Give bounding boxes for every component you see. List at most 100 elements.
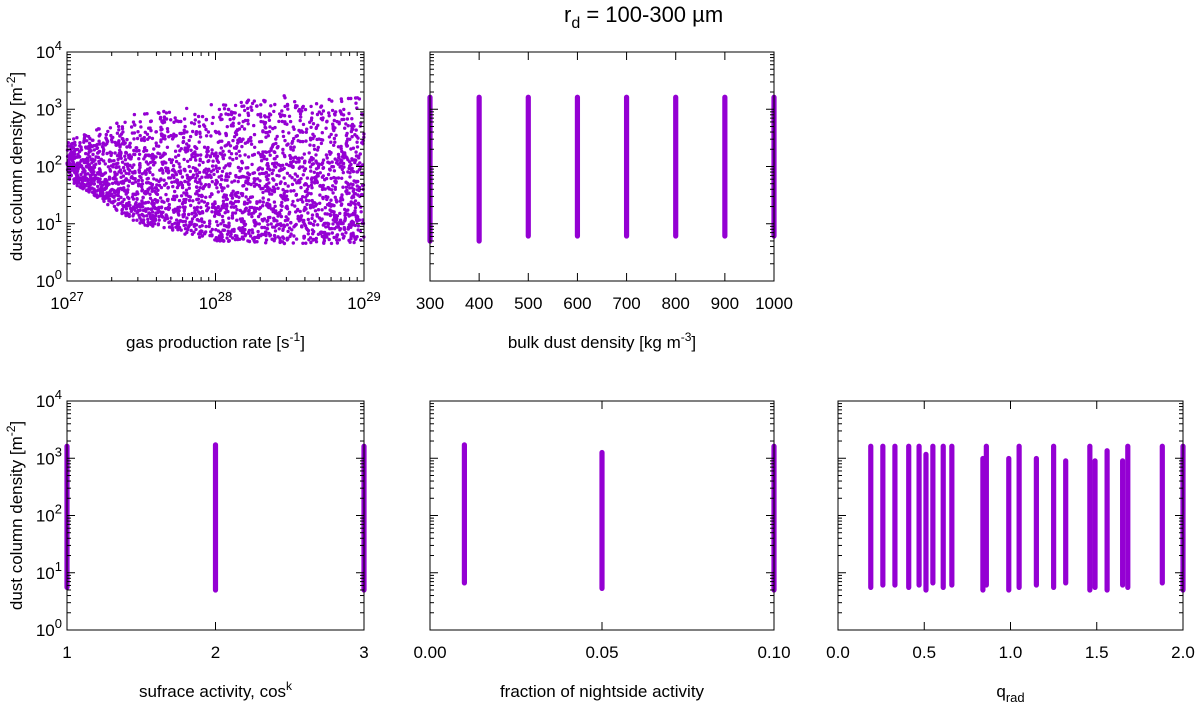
data-point-gas [151,218,156,223]
data-point-gas [315,180,319,185]
data-point-gas [186,182,191,186]
data-point-gas [271,168,275,172]
data-point-gas [218,139,222,143]
data-point-gas [281,129,285,134]
data-point-gas [318,171,322,175]
data-point-gas [170,197,175,201]
data-point-gas [103,162,108,166]
data-point-gas [167,135,171,139]
data-point-gas [304,241,308,245]
data-point-gas [319,112,324,116]
data-point-gas [339,203,343,207]
data-point-gas [110,187,114,192]
data-point-gas [206,130,211,134]
data-point-gas [341,170,345,175]
data-point-gas [337,156,341,160]
data-point-gas [224,197,228,202]
data-point-gas [323,206,327,210]
data-point-gas [79,182,83,187]
data-point-gas [130,170,135,174]
data-point-gas [88,173,93,178]
data-point-gas [128,163,132,168]
data-point-gas [74,147,78,152]
data-point-gas [295,174,300,178]
data-point-gas [338,109,342,113]
data-point-gas [353,199,358,203]
data-point-gas [340,193,344,197]
data-point-gas [263,122,267,126]
data-point-gas [302,152,306,156]
data-point-gas [273,187,277,191]
data-point-gas [225,232,230,236]
data-point-gas [208,233,212,238]
data-point-gas [304,198,309,203]
data-point-gas [140,199,144,203]
data-point-gas [291,148,295,152]
data-point-gas [183,179,187,184]
data-point-gas [182,157,186,162]
data-point-gas [237,149,241,153]
data-point-gas [281,151,285,155]
data-point-gas [266,223,270,227]
data-point-gas [335,217,339,221]
data-column-qrad-10 [983,443,989,588]
data-point-gas [250,108,254,112]
data-point-gas [266,215,271,220]
data-point-gas [127,172,131,176]
data-point-gas [265,177,269,182]
data-point-gas [306,184,310,189]
data-point-gas [86,172,90,176]
data-point-gas [78,164,83,169]
data-column-bulk-2 [525,94,531,239]
data-point-gas [201,186,205,191]
data-point-gas [216,223,220,227]
data-point-gas [118,148,122,153]
data-point-gas [356,179,360,184]
data-point-gas [104,136,108,140]
data-point-gas [167,176,171,180]
data-point-gas [240,210,245,214]
data-column-qrad-2 [892,443,898,588]
data-point-gas [199,232,203,236]
data-point-gas [174,155,178,159]
data-point-gas [298,130,302,134]
x-tick-label-bulk-0: 300 [416,294,444,313]
data-point-gas [142,214,146,218]
data-point-gas [309,104,313,109]
data-point-gas [219,232,223,236]
data-point-gas [139,125,143,129]
data-point-gas [118,144,122,148]
data-point-gas [147,153,151,157]
data-point-gas [174,195,179,199]
data-point-gas [88,147,92,152]
data-point-gas [139,218,143,222]
data-point-gas [121,165,126,170]
data-point-gas [91,177,95,181]
data-point-gas [235,194,239,198]
data-point-gas [240,192,245,196]
data-point-gas [107,197,112,201]
data-point-gas [273,204,277,208]
data-point-gas [231,117,236,121]
data-point-gas [202,123,206,127]
data-point-gas [231,189,235,193]
data-point-gas [279,114,283,119]
data-point-gas [346,96,351,101]
data-point-gas [109,151,114,155]
data-point-gas [87,163,92,167]
data-point-gas [323,178,327,182]
data-point-gas [151,173,155,177]
data-point-gas [97,170,102,174]
data-point-gas [290,203,294,207]
data-point-gas [350,135,354,139]
panel-surface: 100 101 102 103 104 1 2 3 sufrace activity, cosk… [4,387,369,701]
data-point-gas [207,159,211,163]
data-point-gas [191,173,196,177]
data-point-gas [349,235,353,239]
data-point-gas [321,186,326,191]
data-point-gas [103,186,108,190]
data-point-gas [124,177,128,181]
data-point-gas [200,210,205,214]
data-point-gas [345,189,349,193]
data-point-gas [287,163,291,168]
